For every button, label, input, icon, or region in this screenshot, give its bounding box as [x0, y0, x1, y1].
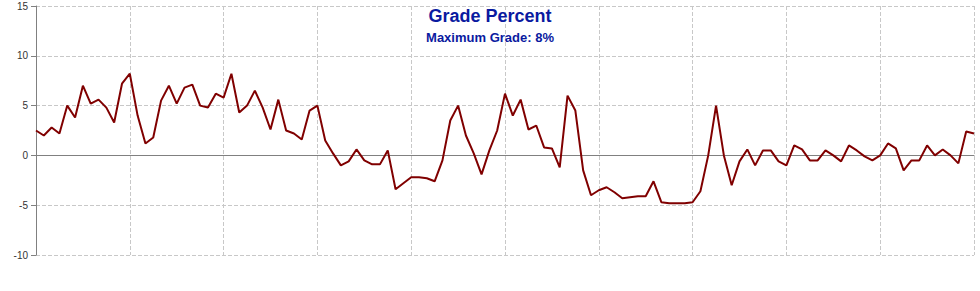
svg-text:5: 5: [22, 100, 28, 111]
svg-text:-5: -5: [19, 200, 28, 211]
svg-text:0: 0: [22, 150, 28, 161]
svg-text:-10: -10: [14, 250, 29, 261]
svg-text:15: 15: [17, 1, 29, 12]
svg-text:Maximum Grade: 8%: Maximum Grade: 8%: [426, 30, 554, 45]
svg-text:10: 10: [17, 50, 29, 61]
svg-text:Grade Percent: Grade Percent: [428, 6, 551, 26]
